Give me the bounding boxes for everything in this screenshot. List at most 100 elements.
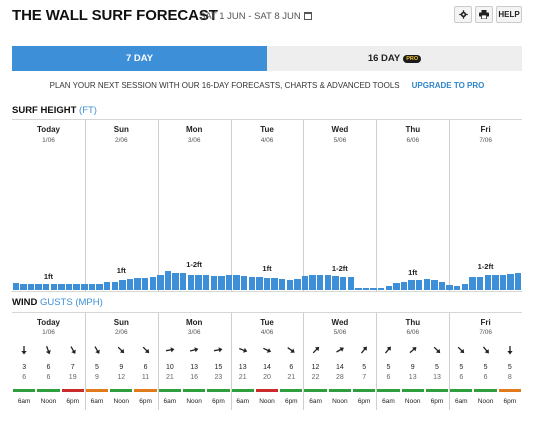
surf-bar: [286, 279, 294, 290]
surf-bar: [103, 281, 111, 290]
day-name: Thu: [405, 125, 421, 134]
forecast-tabs: 7 DAY 16 DAY PRO: [12, 46, 522, 71]
day-divider: [303, 313, 304, 410]
day-name: Sun: [113, 125, 129, 134]
time-label: Noon: [259, 398, 275, 405]
wind-direction-arrow-icon: [457, 346, 465, 354]
surf-bar: [202, 275, 210, 290]
wind-rating-bar: [134, 389, 157, 392]
surf-bar: [469, 277, 476, 290]
surf-bar: [172, 272, 179, 290]
surf-bar: [111, 282, 118, 290]
wind-gust: 21: [287, 374, 296, 381]
day-date: 3/06: [187, 137, 201, 144]
wind-rating-bar: [353, 389, 376, 392]
day-divider: [85, 313, 86, 410]
surf-bar: [233, 274, 240, 290]
surf-bar: [408, 280, 415, 290]
wind-gust: 12: [117, 374, 126, 381]
wind-day-name: Today: [37, 318, 60, 327]
wind-rating-bar: [61, 389, 84, 392]
wind-speed: 5: [507, 364, 512, 371]
wind-day-date: 1/06: [42, 329, 55, 336]
surf-height-label: 1ft: [408, 267, 418, 277]
surf-bar: [149, 277, 157, 290]
surf-bar: [164, 271, 172, 290]
wind-direction-arrow-icon: [409, 347, 417, 354]
day-divider: [303, 120, 304, 291]
wind-rating-bar: [207, 389, 230, 392]
surf-bar: [263, 278, 271, 290]
day-divider: [449, 120, 450, 291]
wind-rating-bar: [401, 389, 424, 392]
wind-speed: 14: [263, 364, 271, 371]
wind-direction-arrow-icon: [21, 346, 27, 355]
surf-bar: [58, 284, 65, 290]
day-divider: [449, 313, 450, 410]
surf-bar: [317, 275, 324, 290]
wind-gust: 9: [95, 374, 99, 381]
time-label: 6am: [90, 398, 104, 405]
surf-bar: [195, 274, 202, 290]
wind-direction-arrow-icon: [70, 346, 76, 354]
surf-bar: [187, 274, 195, 290]
day-name: Tue: [260, 125, 274, 134]
help-button[interactable]: HELP: [496, 6, 522, 23]
pro-badge: PRO: [403, 54, 422, 63]
calendar-icon[interactable]: [303, 12, 312, 20]
surf-bar: [355, 287, 362, 290]
surf-bar: [309, 275, 316, 290]
wind-direction-arrow-icon: [214, 347, 223, 353]
settings-button[interactable]: [454, 6, 472, 23]
time-label: 6am: [163, 398, 177, 405]
wind-rating-bar: [474, 389, 497, 392]
day-divider: [85, 120, 86, 291]
surf-bar: [12, 283, 19, 290]
promo-text: PLAN YOUR NEXT SESSION WITH OUR 16-DAY F…: [49, 81, 400, 90]
surf-bar: [225, 275, 233, 290]
wind-day-name: Sun: [113, 318, 129, 327]
day-date: 6/06: [406, 137, 420, 144]
print-button[interactable]: [475, 6, 493, 23]
wind-speed: 10: [165, 364, 174, 371]
wind-gust: 20: [263, 374, 271, 381]
surf-bar: [514, 273, 522, 290]
wind-rating-bar: [377, 389, 400, 392]
wind-day-name: Tue: [260, 318, 274, 327]
day-date: 4/06: [260, 137, 274, 144]
day-date: 1/06: [42, 137, 55, 144]
wind-rating-bar: [255, 389, 279, 392]
time-label: 6pm: [212, 398, 225, 405]
day-divider: [376, 120, 377, 291]
surf-bar: [50, 284, 58, 290]
wind-rating-bar: [425, 389, 449, 392]
wind-gust: 22: [311, 374, 320, 381]
wind-speed: 9: [119, 364, 124, 371]
date-range[interactable]: SAT 1 JUN - SAT 8 JUN: [199, 11, 312, 22]
upgrade-link[interactable]: UPGRADE TO PRO: [411, 81, 485, 90]
surf-bar: [400, 282, 408, 290]
day-date: 2/06: [115, 137, 128, 144]
time-label: 6pm: [430, 398, 444, 405]
wind-speed: 5: [459, 364, 464, 371]
wind-speed: 5: [435, 364, 439, 371]
surf-bar: [65, 284, 73, 290]
wind-gust: 13: [433, 374, 441, 381]
tab-16-day[interactable]: 16 DAY PRO: [267, 46, 522, 71]
wind-speed: 12: [311, 364, 320, 371]
day-date: 7/06: [479, 137, 492, 144]
day-name: Wed: [331, 125, 349, 134]
surf-bar: [370, 287, 377, 290]
wind-direction-arrow-icon: [94, 346, 100, 354]
surf-height-label: 1-2ft: [331, 264, 348, 274]
time-label: 6am: [309, 398, 322, 405]
wind-direction-arrow-icon: [482, 346, 489, 354]
wind-rating-bar: [450, 389, 473, 392]
wind-direction-arrow-icon: [46, 346, 52, 355]
wind-rating-bar: [328, 389, 351, 392]
tab-7-day[interactable]: 7 DAY: [12, 46, 267, 71]
wind-direction-arrow-icon: [190, 347, 199, 353]
gear-icon: [458, 10, 468, 19]
surf-bar: [256, 277, 263, 290]
surf-bar: [454, 285, 461, 290]
